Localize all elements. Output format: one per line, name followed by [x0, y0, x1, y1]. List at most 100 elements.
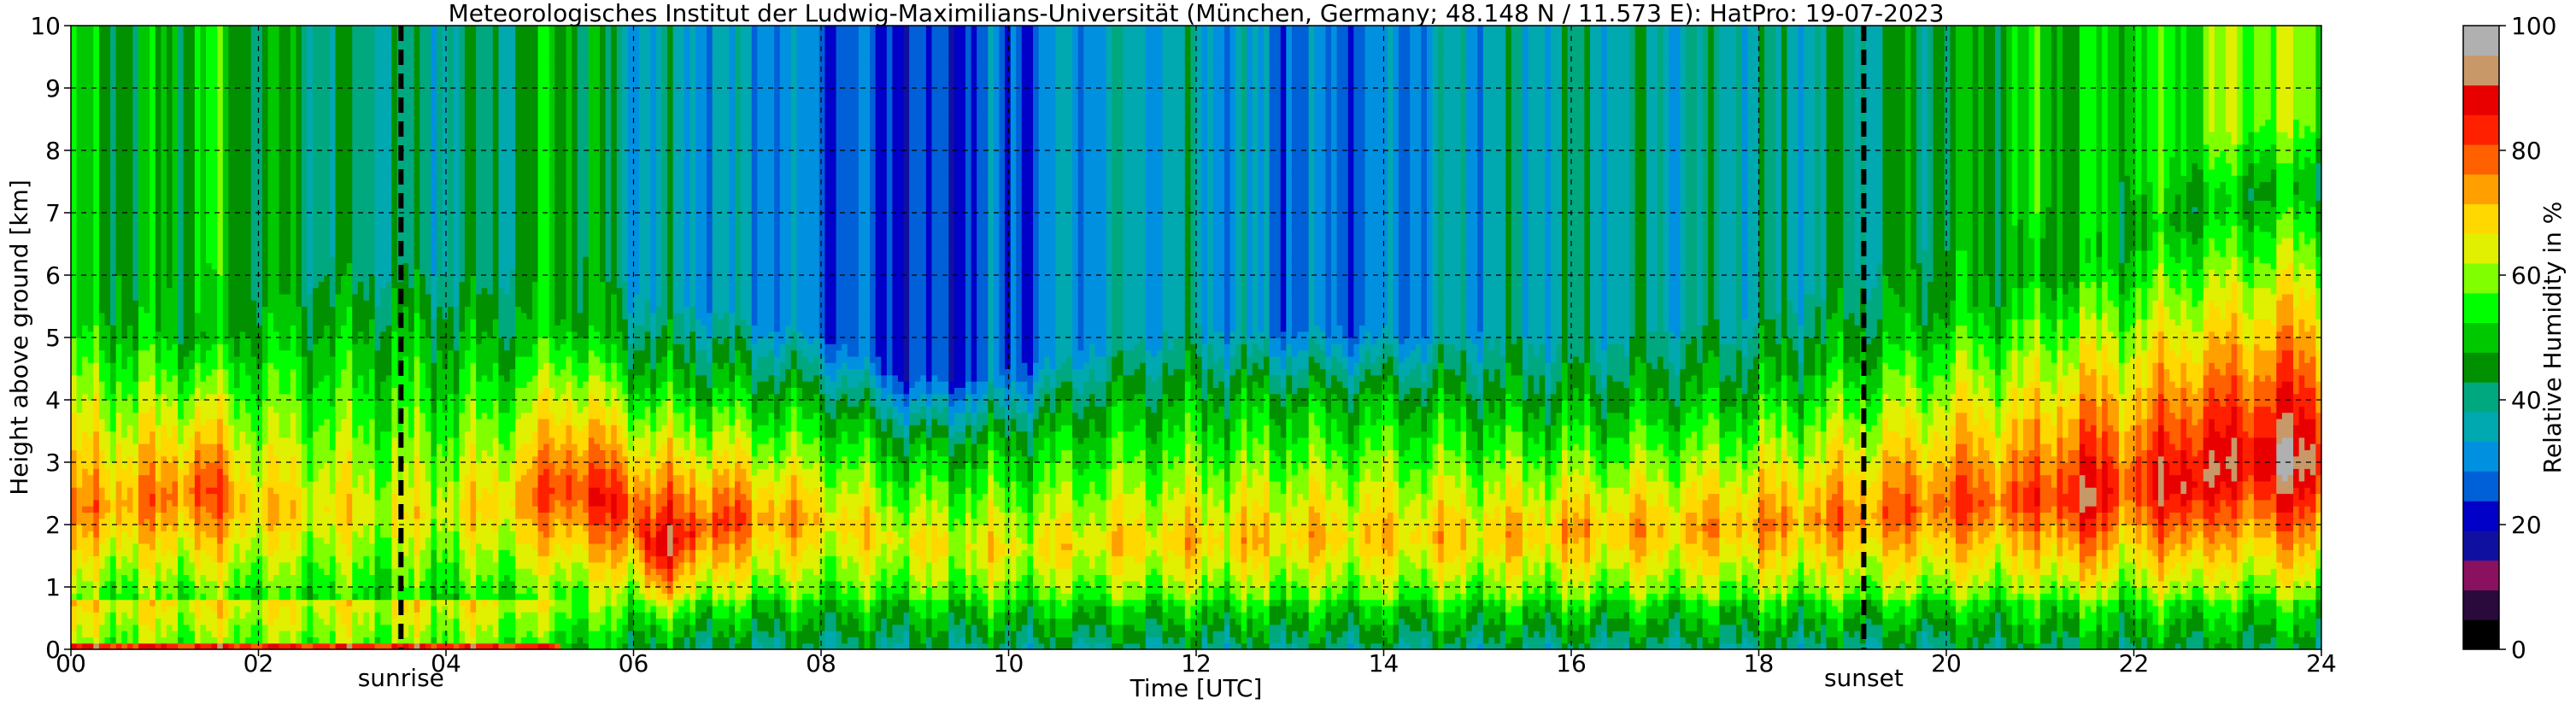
heatmap-cell [144, 375, 150, 382]
heatmap-cell [127, 32, 133, 38]
heatmap-cell [110, 275, 116, 282]
heatmap-cell [138, 169, 144, 176]
heatmap-cell [200, 219, 206, 226]
heatmap-cell [296, 619, 302, 625]
heatmap-cell [279, 69, 285, 76]
heatmap-cell [234, 506, 240, 513]
heatmap-cell [195, 213, 201, 220]
heatmap-cell [178, 219, 184, 226]
heatmap-cell [262, 63, 268, 70]
heatmap-cell [195, 194, 201, 201]
heatmap-cell [200, 600, 206, 607]
heatmap-cell [116, 300, 122, 307]
heatmap-cell [121, 44, 127, 51]
heatmap-cell [144, 425, 150, 431]
heatmap-cell [127, 519, 133, 525]
heatmap-cell [290, 619, 296, 625]
heatmap-cell [223, 462, 229, 469]
heatmap-cell [105, 113, 111, 120]
heatmap-cell [302, 200, 308, 207]
heatmap-cell [127, 63, 133, 70]
heatmap-cell [167, 63, 173, 70]
heatmap-cell [77, 107, 83, 114]
heatmap-cell [173, 375, 179, 382]
heatmap-cell [251, 337, 257, 344]
heatmap-cell [132, 437, 138, 444]
heatmap-cell [273, 194, 279, 201]
heatmap-cell [290, 113, 296, 120]
heatmap-cell [144, 126, 150, 132]
heatmap-cell [189, 294, 195, 301]
heatmap-cell [173, 175, 179, 182]
heatmap-cell [267, 307, 273, 314]
heatmap-cell [127, 337, 133, 344]
heatmap-cell [189, 120, 195, 126]
heatmap-cell [178, 113, 184, 120]
heatmap-cell [302, 537, 308, 544]
heatmap-cell [262, 343, 268, 350]
heatmap-cell [144, 313, 150, 320]
heatmap-cell [167, 169, 173, 176]
heatmap-cell [228, 150, 234, 157]
heatmap-cell [228, 425, 234, 431]
heatmap-cell [228, 94, 234, 101]
heatmap-cell [105, 57, 111, 64]
heatmap-cell [105, 443, 111, 450]
heatmap-cell [173, 126, 179, 132]
heatmap-cell [178, 307, 184, 314]
heatmap-cell [77, 294, 83, 301]
heatmap-cell [308, 494, 314, 501]
heatmap-cell [308, 475, 314, 482]
heatmap-cell [234, 587, 240, 594]
heatmap-cell [173, 88, 179, 95]
heatmap-cell [245, 132, 251, 138]
heatmap-cell [189, 63, 195, 70]
heatmap-cell [256, 57, 262, 64]
heatmap-cell [245, 63, 251, 70]
heatmap-cell [206, 481, 212, 488]
heatmap-cell [144, 413, 150, 419]
heatmap-cell [132, 94, 138, 101]
heatmap-cell [138, 449, 144, 456]
heatmap-cell [93, 525, 99, 531]
heatmap-cell [121, 194, 127, 201]
heatmap-cell [184, 244, 190, 251]
heatmap-cell [150, 57, 155, 64]
heatmap-cell [161, 307, 167, 314]
heatmap-cell [217, 262, 223, 269]
heatmap-cell [144, 88, 150, 95]
heatmap-cell [105, 612, 111, 619]
heatmap-cell [240, 213, 246, 220]
heatmap-cell [88, 88, 94, 95]
heatmap-cell [245, 138, 251, 144]
heatmap-cell [296, 419, 302, 425]
heatmap-cell [206, 120, 212, 126]
heatmap-cell [173, 281, 179, 288]
heatmap-cell [308, 381, 314, 388]
heatmap-cell [77, 512, 83, 519]
heatmap-cell [71, 556, 77, 563]
heatmap-cell [290, 356, 296, 363]
heatmap-cell [184, 512, 190, 519]
heatmap-cell [189, 138, 195, 144]
heatmap-cell [71, 213, 77, 220]
heatmap-cell [212, 468, 218, 475]
heatmap-cell [279, 120, 285, 126]
heatmap-cell [155, 188, 161, 195]
heatmap-cell [155, 113, 161, 120]
heatmap-cell [273, 593, 279, 600]
heatmap-cell [178, 275, 184, 282]
heatmap-cell [105, 219, 111, 226]
heatmap-cell [262, 244, 268, 251]
heatmap-cell [138, 138, 144, 144]
heatmap-cell [178, 631, 184, 637]
heatmap-cell [189, 531, 195, 537]
heatmap-cell [251, 425, 257, 431]
heatmap-cell [82, 375, 88, 382]
heatmap-cell [110, 512, 116, 519]
heatmap-cell [251, 244, 257, 251]
heatmap-cell [116, 101, 122, 108]
heatmap-cell [77, 288, 83, 295]
heatmap-cell [267, 562, 273, 569]
heatmap-cell [296, 226, 302, 232]
